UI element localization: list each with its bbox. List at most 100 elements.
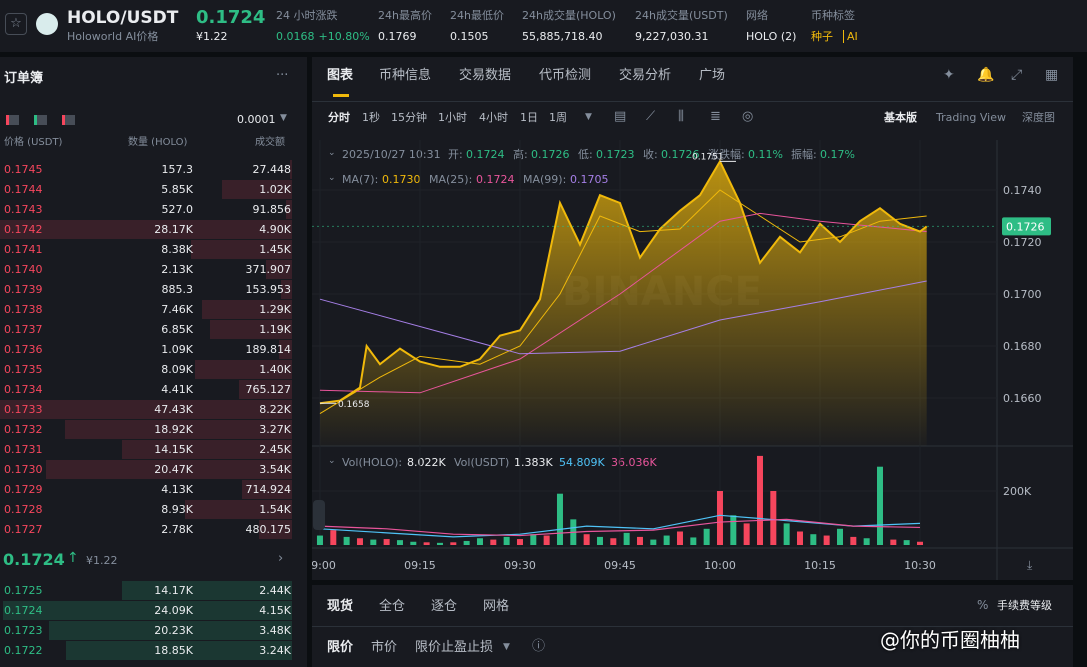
price[interactable]: 0.1722 (4, 644, 43, 657)
total[interactable]: 1.29K (259, 303, 291, 316)
chart-tool[interactable]: ▤ (614, 109, 627, 124)
total[interactable]: 1.40K (259, 363, 291, 376)
amount[interactable]: 6.85K (161, 323, 193, 336)
interval[interactable]: 1小时 (438, 111, 467, 124)
chart-tab[interactable]: 币种信息 (379, 68, 432, 83)
price[interactable]: 0.1730 (4, 463, 43, 476)
amount[interactable]: 4.13K (161, 483, 193, 496)
total[interactable]: 8.22K (259, 403, 291, 416)
tool-icon[interactable]: ⤢ (1011, 67, 1023, 83)
total[interactable]: 3.48K (259, 624, 291, 637)
chart-tab[interactable]: 广场 (699, 68, 726, 83)
amount[interactable]: 24.09K (154, 604, 193, 617)
order-type[interactable]: 限价止盈止损 (415, 640, 494, 655)
total[interactable]: 91.856 (252, 203, 292, 216)
interval[interactable]: 15分钟 (391, 111, 427, 124)
amount[interactable]: 1.09K (161, 343, 193, 356)
total[interactable]: 3.27K (259, 423, 291, 436)
price[interactable]: 0.1744 (4, 183, 43, 196)
more[interactable]: › (278, 551, 284, 566)
total[interactable]: 2.45K (259, 443, 291, 456)
amount[interactable]: 8.09K (161, 363, 193, 376)
chart-view[interactable]: Trading View (936, 111, 1006, 124)
menu[interactable]: ··· (276, 68, 289, 83)
amount[interactable]: 4.41K (161, 383, 193, 396)
total[interactable]: 765.127 (245, 383, 292, 396)
amount[interactable]: 14.15K (154, 443, 193, 456)
amount[interactable]: 2.78K (161, 523, 193, 536)
chart-tab[interactable]: 图表 (327, 68, 354, 83)
price[interactable]: 0.1728 (4, 503, 43, 516)
layout-toggle[interactable] (6, 115, 19, 125)
amount[interactable]: 527.0 (161, 203, 194, 216)
layout-toggle[interactable] (62, 115, 75, 125)
info-icon[interactable]: ⓘ (532, 639, 546, 654)
amount[interactable]: 885.3 (161, 283, 194, 296)
price[interactable]: 0.1732 (4, 423, 43, 436)
price[interactable]: 0.1738 (4, 303, 43, 316)
total[interactable]: 1.02K (259, 183, 291, 196)
price[interactable]: 0.1724 (4, 604, 43, 617)
total[interactable]: 371.907 (245, 263, 292, 276)
amount[interactable]: 157.3 (161, 163, 194, 176)
total[interactable]: 4.15K (259, 604, 291, 617)
tool-icon[interactable]: 🔔 (977, 67, 995, 83)
chart-view[interactable]: 深度图 (1022, 111, 1055, 124)
favorite-star[interactable]: ☆ (5, 13, 27, 35)
price[interactable]: 0.1737 (4, 323, 43, 336)
amount[interactable]: 5.85K (161, 183, 193, 196)
total[interactable]: 4.90K (259, 223, 291, 236)
chart-view[interactable]: 基本版 (884, 111, 917, 124)
total[interactable]: 1.54K (259, 503, 291, 516)
interval[interactable]: 1秒 (362, 111, 380, 124)
chart-tab[interactable]: 代币检测 (539, 68, 592, 83)
collapse[interactable]: ⌄ (328, 148, 336, 158)
amount[interactable]: 20.23K (154, 624, 193, 637)
amount[interactable]: 18.85K (154, 644, 193, 657)
trade-tab[interactable]: 逐仓 (431, 599, 458, 614)
amount[interactable]: 2.13K (161, 263, 193, 276)
price[interactable]: 0.1735 (4, 363, 43, 376)
trade-tab[interactable]: 网格 (483, 599, 510, 614)
amount[interactable]: 8.38K (161, 243, 193, 256)
amount[interactable]: 8.93K (161, 503, 193, 516)
price[interactable]: 0.1745 (4, 163, 43, 176)
total[interactable]: 480.175 (245, 523, 292, 536)
price[interactable]: 0.1731 (4, 443, 43, 456)
trade-tab[interactable]: 现货 (327, 599, 354, 614)
tick-size[interactable]: 0.0001 (237, 113, 276, 126)
price[interactable]: 0.1743 (4, 203, 43, 216)
price[interactable]: 0.1741 (4, 243, 43, 256)
price[interactable]: 0.1723 (4, 624, 43, 637)
collapse[interactable]: ⌄ (328, 173, 336, 183)
order-caret[interactable]: ▼ (503, 642, 510, 652)
collapse[interactable]: ⌄ (328, 456, 336, 466)
total[interactable]: 153.953 (245, 283, 292, 296)
total[interactable]: 3.24K (259, 644, 291, 657)
tick-caret[interactable]: ▼ (280, 113, 287, 123)
trade-tab[interactable]: 全仓 (379, 599, 406, 614)
order-type[interactable]: 市价 (371, 640, 398, 655)
interval[interactable]: 分时 (328, 111, 350, 124)
price[interactable]: 0.1725 (4, 584, 43, 597)
total[interactable]: 3.54K (259, 463, 291, 476)
price[interactable]: 0.1733 (4, 403, 43, 416)
interval[interactable]: 1周 (549, 111, 567, 124)
interval[interactable]: 4小时 (479, 111, 508, 124)
price[interactable]: 0.1734 (4, 383, 43, 396)
total[interactable]: 1.45K (259, 243, 291, 256)
tool-icon[interactable]: ✦ (943, 67, 955, 83)
total[interactable]: 2.44K (259, 584, 291, 597)
price[interactable]: 0.1729 (4, 483, 43, 496)
total[interactable]: 27.448 (252, 163, 292, 176)
interval[interactable]: 1日 (520, 111, 538, 124)
amount[interactable]: 28.17K (154, 223, 193, 236)
chart-tool[interactable]: ≣ (710, 109, 721, 124)
price[interactable]: 0.1736 (4, 343, 43, 356)
coin-name[interactable]: Holoworld AI价格 (67, 30, 159, 43)
fee-level[interactable]: 手续费等级 (997, 599, 1052, 612)
amount[interactable]: 47.43K (154, 403, 193, 416)
total[interactable]: 714.924 (245, 483, 292, 496)
price[interactable]: 0.1727 (4, 523, 43, 536)
price[interactable]: 0.1740 (4, 263, 43, 276)
